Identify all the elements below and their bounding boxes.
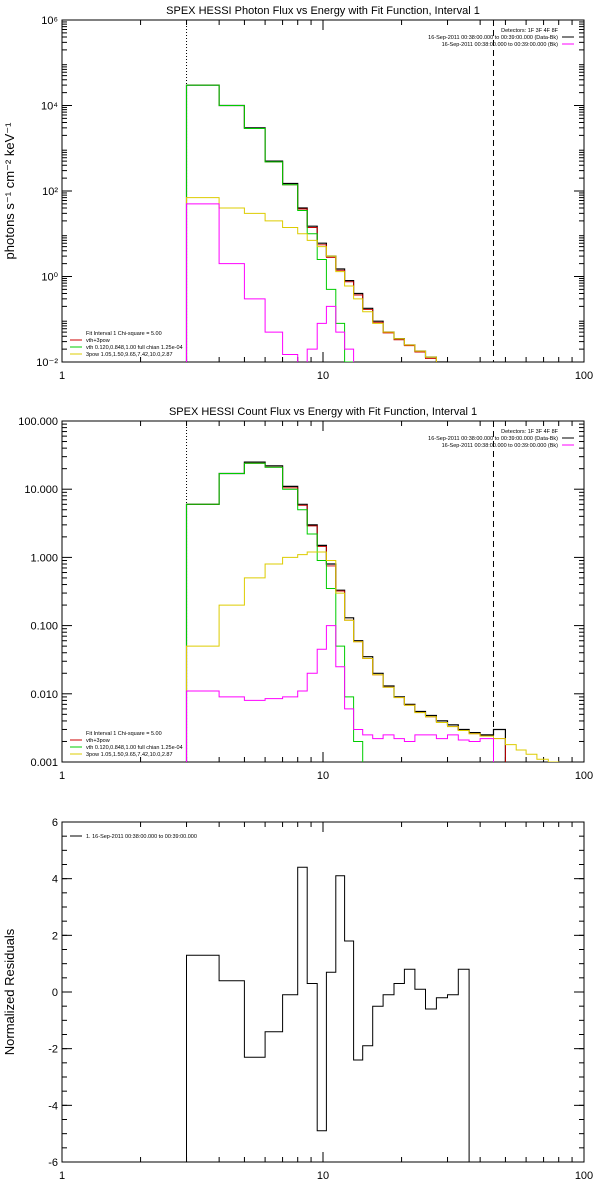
legend-entry-label: 16-Sep-2011 00:38:00.000 to 00:39:00.000…: [442, 42, 559, 48]
x-tick-label: 10: [317, 770, 329, 782]
data-series-line: [186, 203, 355, 362]
legend-entry-label: vth 0.120,0.848,1.00 full chian 1.25e-04: [86, 345, 183, 351]
y-tick-label: 6: [52, 817, 58, 829]
legend-entry-label: 3pow 1.05,1.50,9.65,7.42,10.0,2.87: [86, 752, 173, 758]
x-tick-label: 1: [59, 370, 65, 382]
data-series-line: [186, 625, 494, 762]
legend-entry-label: vth 0.120,0.848,1.00 full chian 1.25e-04: [86, 745, 183, 751]
x-tick-label: 100: [575, 370, 593, 382]
legend-entry-label: 16-Sep-2011 00:38:00.000 to 00:39:00.000…: [428, 436, 558, 442]
y-tick-label: 10²: [42, 186, 58, 198]
chart-title: SPEX HESSI Photon Flux vs Energy with Fi…: [166, 5, 480, 17]
legend-entry-label: 16-Sep-2011 00:38:00.000 to 00:39:00.000…: [428, 35, 558, 41]
y-tick-label: 0.010: [30, 689, 58, 701]
x-tick-label: 100: [575, 1170, 593, 1182]
y-tick-label: 10⁶: [41, 15, 58, 27]
photon-flux-panel: SPEX HESSI Photon Flux vs Energy with Fi…: [2, 5, 593, 382]
legend-entry-label: Detectors: 1F 3F 4F 8F: [501, 28, 558, 34]
data-series-line: [186, 866, 470, 1162]
y-tick-label: -6: [48, 1157, 58, 1169]
legend-entry-label: 1. 16-Sep-2011 00:38:00.000 to 00:39:00.…: [86, 834, 197, 840]
y-tick-label: -4: [48, 1100, 58, 1112]
y-tick-label: 4: [52, 874, 58, 886]
x-tick-label: 1: [59, 770, 65, 782]
y-tick-label: -2: [48, 1044, 58, 1056]
legend-entry-label: 3pow 1.05,1.50,9.65,7.42,10.0,2.87: [86, 352, 173, 358]
y-axis-label: Normalized Residuals: [2, 928, 17, 1055]
y-tick-label: 2: [52, 930, 58, 942]
y-tick-label: 0.001: [30, 757, 58, 769]
legend-entry-label: 16-Sep-2011 00:38:00.000 to 00:39:00.000…: [442, 443, 559, 449]
y-tick-label: 10⁰: [41, 272, 58, 284]
x-tick-label: 1: [59, 1170, 65, 1182]
legend-entry-label: Fit Interval 1 Chi-square = 5.00: [86, 331, 162, 337]
y-tick-label: 100.000: [18, 416, 58, 428]
y-tick-label: 10⁴: [41, 101, 58, 113]
y-axis-label: photons s⁻¹ cm⁻² keV⁻¹: [2, 122, 17, 260]
legend-entry-label: vth+3pow: [86, 338, 110, 344]
series-vth: [186, 84, 355, 362]
residuals-panel: 1 10 100 -6 -4 -2 0 2 4 6 Normalized Residuals 1. 1…: [2, 817, 593, 1182]
y-tick-label: 0: [52, 987, 58, 999]
y-tick-label: 1.000: [30, 552, 58, 564]
y-tick-label: 0.100: [30, 621, 58, 633]
x-tick-label: 10: [317, 1170, 329, 1182]
chart-title: SPEX HESSI Count Flux vs Energy with Fit…: [169, 406, 477, 418]
legend-entry-label: Fit Interval 1 Chi-square = 5.00: [86, 731, 162, 737]
legend-entry-label: vth+3pow: [86, 738, 110, 744]
count-flux-panel: SPEX HESSI Count Flux vs Energy with Fit…: [18, 406, 593, 782]
y-tick-label: 10⁻²: [36, 357, 58, 369]
legend-entry-label: Detectors: 1F 3F 4F 8F: [501, 429, 558, 435]
series-3pow: [186, 197, 437, 362]
x-tick-label: 10: [317, 370, 329, 382]
series-3pow: [186, 551, 560, 762]
y-tick-label: 10.000: [24, 484, 58, 496]
x-tick-label: 100: [575, 770, 593, 782]
